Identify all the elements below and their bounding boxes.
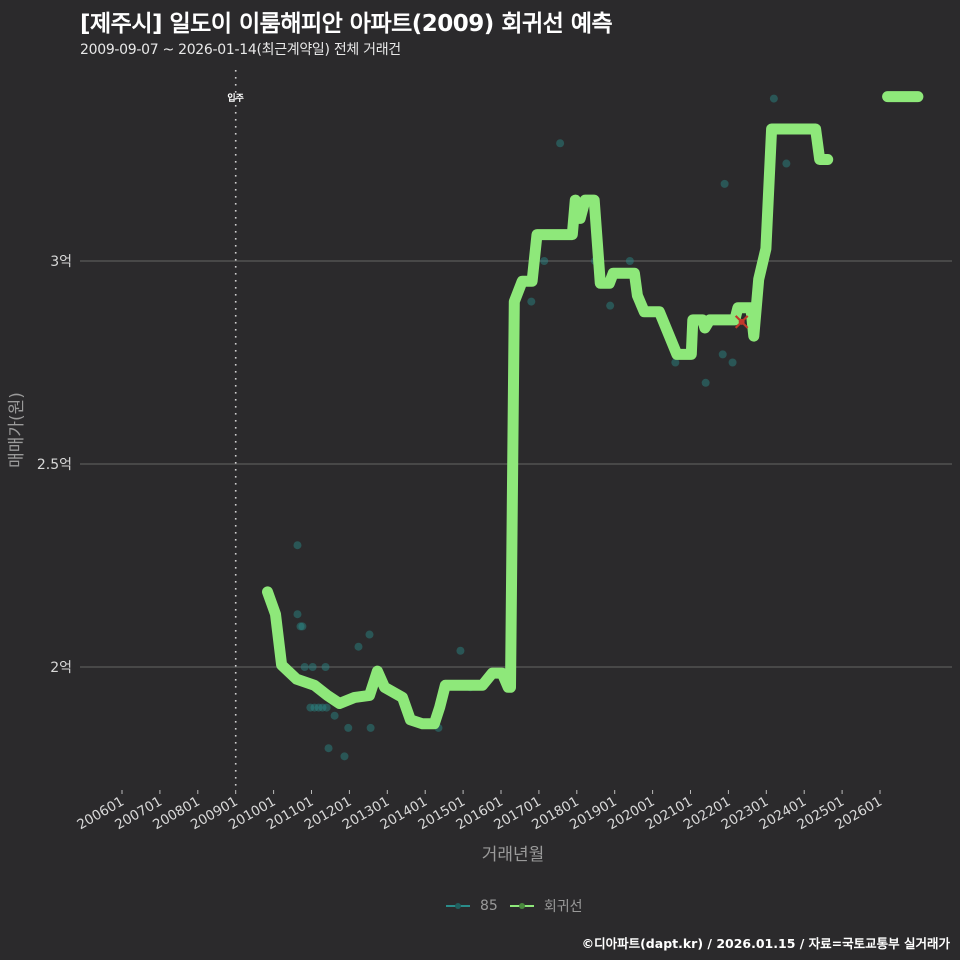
data-point [556, 139, 565, 148]
data-point [782, 159, 791, 168]
legend-key-points-icon [446, 900, 470, 912]
y-tick-label: 2억 [50, 660, 72, 676]
data-point [354, 642, 363, 651]
legend-key-line-icon [509, 900, 534, 912]
data-point [293, 610, 302, 619]
data-point [330, 711, 339, 720]
x-axis-label: 거래년월 [482, 845, 545, 865]
data-point [540, 257, 549, 265]
data-point [344, 723, 353, 732]
transaction-points [293, 94, 791, 761]
regression-path [262, 123, 834, 730]
data-point [671, 358, 680, 367]
y-axis-label: 매매가(원) [7, 392, 27, 468]
data-point [340, 752, 349, 761]
data-point [769, 94, 778, 103]
regression-line [262, 91, 924, 730]
move-in-annotation: 입주 [227, 70, 244, 790]
legend-item-85: 85 [446, 898, 498, 914]
data-point [366, 723, 375, 732]
data-point [314, 703, 323, 712]
legend-item-regression: 회귀선 [509, 896, 583, 916]
data-point [701, 378, 710, 387]
legend-label: 85 [480, 898, 498, 914]
data-point [308, 663, 317, 671]
legend-label: 회귀선 [543, 899, 583, 915]
legend: 85 회귀선 [446, 896, 594, 916]
chart-subtitle: 2009-09-07 ~ 2026-01-14(최근계약일) 전체 거래건 [80, 42, 401, 58]
y-tick-label: 2.5억 [37, 457, 72, 473]
source-caption: ©디아파트(dapt.kr) / 2026.01.15 / 자료=국토교통부 실… [581, 936, 950, 951]
data-point [718, 350, 727, 359]
data-point [527, 297, 536, 306]
data-point [606, 301, 615, 310]
data-point [456, 646, 465, 655]
y-tick-label: 3억 [50, 254, 72, 270]
data-point [321, 663, 330, 671]
y-axis: 2억 2.5억 3억 [37, 254, 72, 676]
data-point [310, 703, 319, 712]
data-point [625, 257, 634, 265]
x-marker [734, 315, 749, 329]
data-point [298, 622, 307, 631]
data-point [720, 179, 729, 188]
data-point [296, 622, 305, 631]
data-point [293, 541, 302, 550]
x-axis: 2006012007012008012009012010012011012012… [74, 790, 885, 833]
chart-title: [제주시] 일도이 이룸해피안 아파트(2009) 회귀선 예측 [80, 11, 613, 37]
data-point [300, 663, 309, 671]
data-point [306, 703, 315, 712]
move-in-label: 입주 [227, 92, 244, 104]
data-point [728, 358, 737, 367]
data-point [324, 744, 333, 753]
data-point [322, 703, 331, 712]
data-point [318, 703, 327, 712]
data-point [365, 630, 374, 639]
